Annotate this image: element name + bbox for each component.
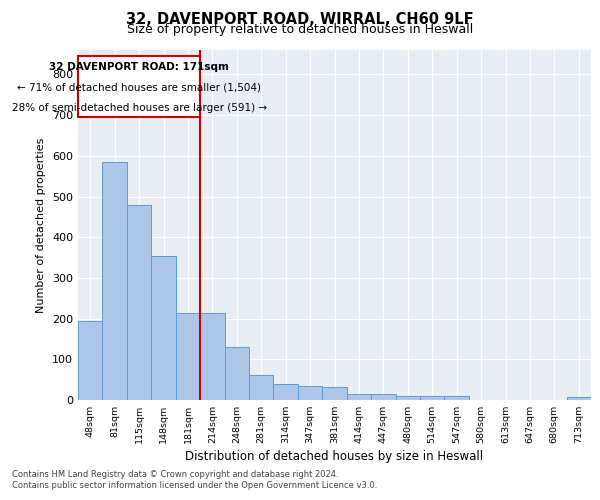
Bar [395, 396, 420, 400]
Text: 32 DAVENPORT ROAD: 171sqm: 32 DAVENPORT ROAD: 171sqm [49, 62, 229, 72]
Text: Size of property relative to detached houses in Heswall: Size of property relative to detached ho… [127, 22, 473, 36]
Bar [103, 162, 127, 400]
Bar [371, 394, 395, 400]
Bar [274, 384, 298, 400]
X-axis label: Distribution of detached houses by size in Heswall: Distribution of detached houses by size … [185, 450, 484, 463]
Bar [78, 322, 103, 400]
Bar [127, 204, 151, 400]
Bar [224, 347, 249, 400]
Text: 28% of semi-detached houses are larger (591) →: 28% of semi-detached houses are larger (… [11, 103, 266, 113]
Text: Contains public sector information licensed under the Open Government Licence v3: Contains public sector information licen… [12, 481, 377, 490]
Bar [420, 396, 445, 400]
Bar [200, 312, 224, 400]
Text: Contains HM Land Registry data © Crown copyright and database right 2024.: Contains HM Land Registry data © Crown c… [12, 470, 338, 479]
Bar [347, 394, 371, 400]
Text: ← 71% of detached houses are smaller (1,504): ← 71% of detached houses are smaller (1,… [17, 82, 261, 92]
Bar [445, 396, 469, 400]
Bar [298, 386, 322, 400]
Bar [322, 388, 347, 400]
Y-axis label: Number of detached properties: Number of detached properties [37, 138, 46, 312]
Bar [249, 375, 274, 400]
Text: 32, DAVENPORT ROAD, WIRRAL, CH60 9LF: 32, DAVENPORT ROAD, WIRRAL, CH60 9LF [126, 12, 474, 28]
FancyBboxPatch shape [78, 56, 200, 117]
Bar [151, 256, 176, 400]
Bar [566, 396, 591, 400]
Bar [176, 312, 200, 400]
